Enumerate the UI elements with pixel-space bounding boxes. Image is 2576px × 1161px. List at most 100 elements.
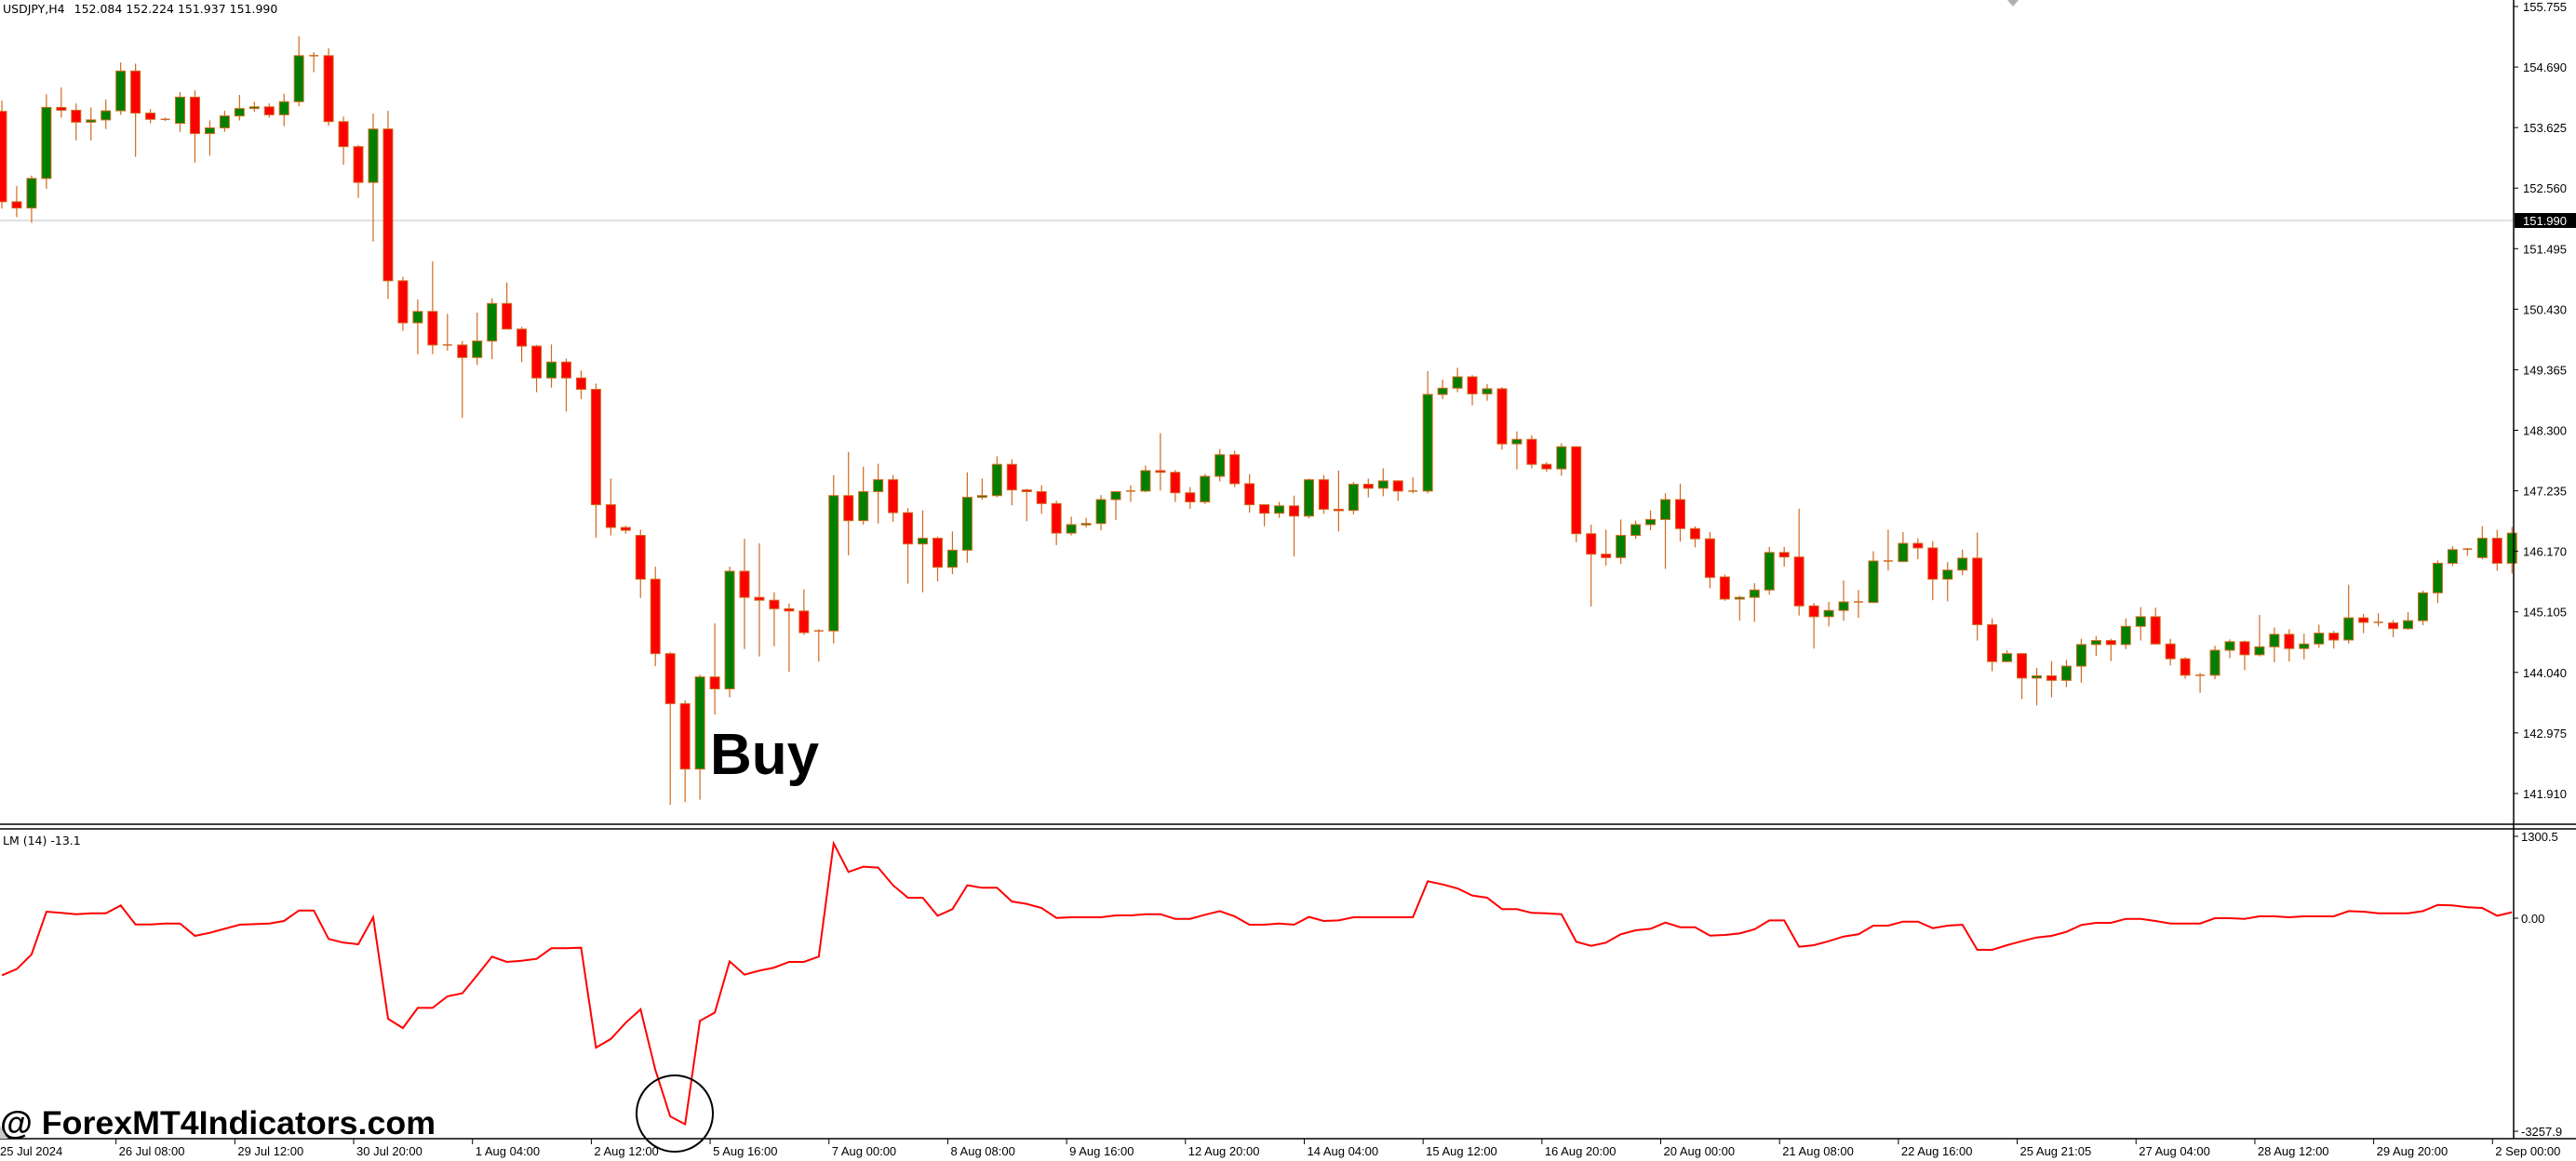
candle <box>1214 448 1226 482</box>
candle-body-bear <box>664 653 676 704</box>
candle-body-bear <box>575 377 586 391</box>
lm-axis-label: -3257.9 <box>2521 1125 2562 1139</box>
candle-body-bear <box>1541 463 1552 470</box>
price-axis-label: 150.430 <box>2523 302 2567 316</box>
candle <box>888 474 899 522</box>
candle-body-bear <box>1155 470 1166 474</box>
candle-body-bull <box>976 495 987 499</box>
candle <box>1868 551 1879 604</box>
candle-body-bull <box>961 497 973 551</box>
candle <box>234 95 245 121</box>
candle <box>2209 646 2220 680</box>
candle-body-bear <box>1808 605 1819 618</box>
candle-body-bear <box>1719 576 1730 600</box>
candle <box>442 314 452 351</box>
candle <box>1719 574 1730 601</box>
candle <box>635 529 646 598</box>
candle-body-bull <box>991 463 1002 497</box>
candle-body-bull <box>1422 394 1433 492</box>
price-axis[interactable]: 155.755 154.690 153.625 152.560 151.495 150.4… <box>2514 0 2567 801</box>
candle <box>219 111 230 132</box>
candle <box>2239 640 2250 671</box>
candle <box>368 113 379 242</box>
candle-body-bear <box>189 96 200 135</box>
candle-body-bear <box>1259 504 1270 514</box>
price-axis-label: 145.105 <box>2523 606 2567 620</box>
candle <box>1110 490 1121 521</box>
candle <box>2269 627 2280 662</box>
candle <box>546 344 557 388</box>
candle <box>1259 503 1270 527</box>
price-axis-label: 142.975 <box>2523 727 2567 741</box>
candle-body-bull <box>2209 649 2220 676</box>
candle-body-bull <box>2060 665 2072 681</box>
price-axis-label: 152.560 <box>2523 181 2567 195</box>
price-axis-label: 148.300 <box>2523 424 2567 438</box>
candle-body-bull <box>234 108 245 117</box>
candle-body-bear <box>1674 499 1685 529</box>
candle <box>1408 477 1418 494</box>
candle <box>2060 660 2072 687</box>
candle <box>1170 470 1181 502</box>
candle-body-bull <box>2476 538 2488 558</box>
candle <box>457 340 468 419</box>
candle-body-bull <box>1764 552 1775 591</box>
candle-body-bull <box>2447 549 2458 564</box>
candle <box>2017 653 2028 700</box>
candle <box>412 299 423 354</box>
time-axis-label: 8 Aug 08:00 <box>950 1144 1014 1158</box>
candle-body-bull <box>2343 617 2355 641</box>
candle-body-bull <box>2135 616 2146 627</box>
candle <box>1689 526 1700 548</box>
candle <box>278 93 289 127</box>
candle-body-bull <box>1645 518 1657 526</box>
time-axis[interactable]: 25 Jul 2024 26 Jul 08:00 29 Jul 12:00 30 Ju… <box>0 1139 2560 1158</box>
candle-body-bull <box>1482 388 1493 394</box>
candle-body-bull <box>2314 633 2325 645</box>
candle <box>1808 603 1819 649</box>
candle <box>2165 638 2176 666</box>
candle-body-bull <box>2224 641 2235 651</box>
candle-body-bull <box>101 110 112 121</box>
chart-shift-marker-icon[interactable] <box>2007 0 2019 7</box>
candle <box>1571 446 1582 542</box>
candle <box>2462 547 2473 556</box>
candle <box>1437 380 1448 399</box>
candle-body-bull <box>2403 620 2414 630</box>
candle-body-bull <box>1110 490 1121 500</box>
candle <box>843 451 854 555</box>
candle-body-bear <box>517 328 528 347</box>
candle <box>2150 607 2161 645</box>
candle <box>605 478 616 536</box>
candle <box>1601 529 1612 566</box>
current-price-box <box>2515 213 2576 228</box>
candle <box>739 539 750 649</box>
candle-body-bear <box>1586 533 1597 555</box>
time-axis-label: 25 Aug 21:05 <box>2020 1144 2092 1158</box>
candle-body-bear <box>457 344 468 358</box>
candle-body-bear <box>1333 508 1344 512</box>
candle-body-bull <box>1734 596 1745 600</box>
candle-body-bull <box>1942 569 1953 580</box>
candle-body-bull <box>2090 640 2101 646</box>
candle-body-bull <box>828 495 839 632</box>
candle <box>575 370 586 399</box>
candle <box>309 52 319 73</box>
candle <box>1289 495 1300 557</box>
lm-indicator-pane <box>1 840 2513 1127</box>
candle-body-bull <box>472 340 483 358</box>
candle <box>0 100 7 209</box>
candle <box>1244 474 1255 514</box>
candle-body-bear <box>798 610 810 634</box>
time-axis-label: 2 Aug 12:00 <box>594 1144 658 1158</box>
price-axis-label: 153.625 <box>2523 121 2567 135</box>
candle-body-bear <box>2105 640 2116 646</box>
candle <box>1125 485 1135 502</box>
candle <box>189 90 200 163</box>
candle <box>1482 384 1493 401</box>
candle-body-bear <box>2046 674 2057 681</box>
candle <box>101 99 112 129</box>
candle <box>2328 631 2340 649</box>
candle-body-bull <box>1066 524 1077 534</box>
